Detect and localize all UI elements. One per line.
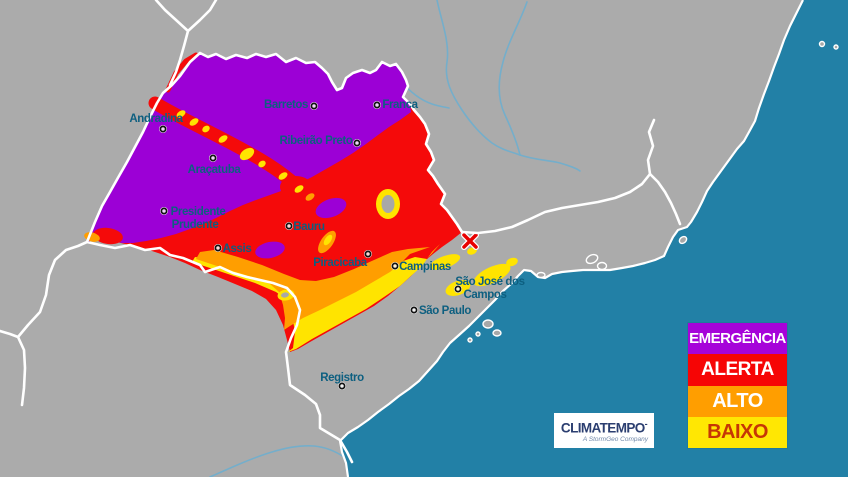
city-label-campinas: Campinas xyxy=(399,261,451,273)
legend-item-baixo: BAIXO xyxy=(688,416,787,448)
red-x-marker xyxy=(461,232,479,250)
city-label-piracicaba: Piracicaba xyxy=(313,257,368,269)
alert-overlay xyxy=(84,52,518,352)
city-dot xyxy=(373,101,381,109)
city-dot xyxy=(454,285,462,293)
gray-hole xyxy=(381,195,395,213)
city-dots xyxy=(159,101,462,390)
coastal-islands xyxy=(467,40,839,343)
city-label-barretos: Barretos xyxy=(264,99,308,111)
climatempo-tagline: A StormGeo Company xyxy=(582,435,648,443)
city-dot xyxy=(214,244,222,252)
city-dot xyxy=(310,102,318,110)
climatempo-logo: CLIMATEMPO- A StormGeo Company xyxy=(554,413,654,448)
sw-borders xyxy=(0,240,89,407)
city-label-ribeirao-preto: Ribeirão Preto xyxy=(279,135,352,147)
alert-area-alto xyxy=(196,247,430,330)
legend-item-alerta: ALERTA xyxy=(688,354,787,386)
mg-rj-border xyxy=(460,172,682,235)
purple-pocket-1 xyxy=(255,241,285,259)
legend-label-emergencia: EMERGÊNCIA xyxy=(689,330,786,348)
city-label-assis: Assis xyxy=(223,243,252,255)
city-dot xyxy=(338,382,346,390)
yellow-band-spots xyxy=(176,110,315,201)
city-label-sao-paulo: São Paulo xyxy=(419,305,471,317)
city-dot xyxy=(410,306,418,314)
city-labels: Andradina Barretos Franca Ribeirão Preto… xyxy=(129,99,525,384)
city-label-sao-jose-dos: São José dos xyxy=(455,276,524,288)
city-label-presidente: Presidente xyxy=(171,206,226,218)
red-sw-corner xyxy=(93,227,123,245)
mg-rj-border-north xyxy=(646,118,656,176)
legend-label-alto: ALTO xyxy=(712,389,763,412)
city-dot xyxy=(160,207,168,215)
city-dot xyxy=(391,262,399,270)
legend-label-baixo: BAIXO xyxy=(707,420,768,443)
city-dot xyxy=(353,139,361,147)
city-label-bauru: Bauru xyxy=(293,221,325,233)
red-band-bulge xyxy=(280,176,312,198)
city-label-campos: Campos xyxy=(464,289,507,301)
city-dot xyxy=(364,250,372,258)
city-dot xyxy=(285,222,293,230)
legend-item-emergencia: EMERGÊNCIA xyxy=(688,323,787,355)
purple-pocket-2 xyxy=(315,197,347,219)
city-dot xyxy=(209,154,217,162)
legend-label-alerta: ALERTA xyxy=(701,358,774,380)
brand-mark: - xyxy=(644,419,648,430)
state-borders xyxy=(0,0,682,464)
coastline xyxy=(338,0,804,477)
city-label-registro: Registro xyxy=(320,372,364,384)
legend-item-alto: ALTO xyxy=(688,385,787,417)
city-label-aracatuba: Araçatuba xyxy=(188,164,242,176)
city-label-prudente: Prudente xyxy=(172,219,219,231)
yellow-streak xyxy=(323,234,333,246)
city-label-franca: Franca xyxy=(382,99,418,111)
gray-spot xyxy=(281,292,289,298)
city-label-andradina: Andradina xyxy=(129,113,183,125)
north-borders xyxy=(154,0,218,87)
rivers xyxy=(209,0,581,477)
sp-state-border xyxy=(85,51,464,464)
alert-legend: EMERGÊNCIA ALERTA ALTO BAIXO xyxy=(688,323,787,448)
city-dot xyxy=(159,125,167,133)
climatempo-brand: CLIMATEMPO- xyxy=(560,419,648,436)
